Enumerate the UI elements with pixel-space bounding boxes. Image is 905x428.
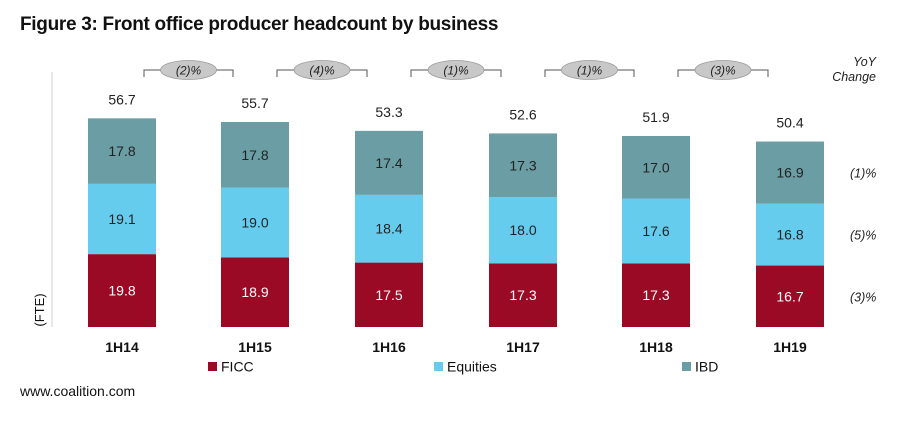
bar-ficc-1h14 (88, 254, 156, 327)
series-yoy-ibd: (1)% (850, 167, 876, 181)
chart-title: Figure 3: Front office producer headcoun… (20, 14, 499, 35)
data-label-ficc-1h17: 17.3 (509, 287, 536, 303)
yoy-change-pill (561, 60, 618, 80)
x-tick-label-1h14: 1H14 (105, 339, 139, 355)
data-label-equities-1h19: 16.8 (776, 227, 803, 243)
legend-swatch-ibd (682, 362, 691, 371)
legend-label-equities: Equities (447, 359, 497, 375)
legend-swatch-equities (434, 362, 443, 371)
bar-equities-1h16 (355, 194, 423, 263)
bar-ibd-1h15 (221, 122, 289, 188)
data-label-equities-1h14: 19.1 (108, 211, 135, 227)
yoy-change-pill (694, 60, 752, 80)
data-label-equities-1h18: 17.6 (642, 223, 669, 239)
total-label-1h17: 52.6 (509, 106, 536, 122)
series-yoy-equities: (5)% (850, 229, 876, 243)
data-label-equities-1h17: 18.0 (509, 222, 536, 238)
bar-equities-1h18 (622, 198, 690, 264)
bar-ficc-1h17 (489, 263, 557, 327)
data-label-ficc-1h14: 19.8 (108, 283, 135, 299)
x-tick-label-1h16: 1H16 (372, 339, 406, 355)
legend-swatch-ficc (208, 362, 217, 371)
data-label-ficc-1h18: 17.3 (642, 287, 669, 303)
bar-ibd-1h17 (489, 133, 557, 198)
bar-ibd-1h14 (88, 118, 156, 184)
data-label-ficc-1h19: 16.7 (776, 288, 803, 304)
series-yoy-ficc: (3)% (850, 290, 876, 304)
x-tick-label-1h18: 1H18 (639, 339, 673, 355)
data-label-ibd-1h16: 17.4 (375, 155, 402, 171)
yoy-header: Change (832, 70, 876, 84)
bar-equities-1h15 (221, 187, 289, 258)
legend-label-ficc: FICC (221, 359, 254, 375)
y-axis-label: (FTE) (32, 293, 47, 326)
bar-ibd-1h19 (756, 141, 824, 204)
x-tick-label-1h17: 1H17 (506, 339, 540, 355)
total-label-1h14: 56.7 (108, 91, 135, 107)
data-label-ibd-1h14: 17.8 (108, 143, 135, 159)
data-label-ibd-1h19: 16.9 (776, 165, 803, 181)
total-label-1h16: 53.3 (375, 104, 402, 120)
total-label-1h15: 55.7 (241, 95, 268, 111)
bar-equities-1h14 (88, 183, 156, 255)
bar-ibd-1h16 (355, 130, 423, 195)
data-label-equities-1h16: 18.4 (375, 221, 402, 237)
bar-ficc-1h18 (622, 263, 690, 327)
data-label-ibd-1h17: 17.3 (509, 157, 536, 173)
yoy-header: YoY (853, 55, 878, 69)
data-label-ficc-1h16: 17.5 (375, 287, 402, 303)
yoy-change-label: (1)% (443, 64, 469, 78)
yoy-change-label: (3)% (710, 64, 736, 78)
total-label-1h18: 51.9 (642, 109, 669, 125)
source-link[interactable]: www.coalition.com (20, 383, 136, 399)
bar-ibd-1h18 (622, 136, 690, 199)
bar-ficc-1h16 (355, 262, 423, 327)
data-label-ficc-1h15: 18.9 (241, 284, 268, 300)
bar-equities-1h17 (489, 197, 557, 264)
data-label-ibd-1h15: 17.8 (241, 147, 268, 163)
bar-ficc-1h19 (756, 265, 824, 327)
legend-label-ibd: IBD (695, 359, 718, 375)
x-tick-label-1h15: 1H15 (238, 339, 272, 355)
yoy-change-pill (160, 60, 217, 80)
yoy-change-label: (4)% (309, 64, 335, 78)
data-label-ibd-1h18: 17.0 (642, 159, 669, 175)
yoy-change-pill (293, 60, 351, 80)
yoy-change-label: (1)% (577, 64, 603, 78)
x-tick-label-1h19: 1H19 (773, 339, 807, 355)
bar-ficc-1h15 (221, 257, 289, 327)
total-label-1h19: 50.4 (776, 115, 803, 131)
yoy-change-pill (427, 60, 485, 80)
yoy-change-label: (2)% (176, 64, 202, 78)
data-label-equities-1h15: 19.0 (241, 214, 268, 230)
bar-equities-1h19 (756, 203, 824, 266)
